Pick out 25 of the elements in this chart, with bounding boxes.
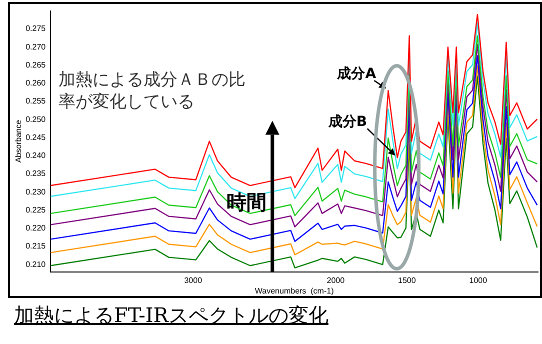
x-tick-label: 1000 (469, 276, 488, 285)
y-tick-label: 0.220 (26, 224, 46, 233)
annotation: 加熱による成分ＡＢの比率が変化している (58, 68, 247, 113)
y-tick-label: 0.240 (26, 151, 46, 160)
annotation: 成分B (328, 112, 367, 131)
y-tick-label: 0.265 (26, 60, 46, 70)
y-tick-label: 0.245 (26, 132, 46, 142)
y-tick-label: 0.215 (26, 242, 46, 251)
y-axis-title: Absorbance (14, 119, 24, 163)
annotation: 成分A (337, 64, 376, 83)
y-tick-label: 0.235 (26, 169, 46, 178)
y-tick-label: 0.275 (26, 24, 46, 34)
y-tick-label: 0.210 (26, 260, 46, 269)
annotation: 時間 (226, 188, 266, 216)
x-tick-label: 1500 (398, 276, 416, 285)
y-tick-label: 0.255 (26, 96, 46, 106)
x-tick-label: 3000 (184, 276, 203, 285)
x-tick-label: 2000 (326, 276, 346, 285)
x-axis-title: Wavenumbers (cm-1) (254, 286, 334, 296)
y-tick-label: 0.230 (26, 187, 46, 196)
y-tick-label: 0.270 (26, 42, 46, 52)
y-tick-label: 0.260 (26, 78, 46, 88)
y-tick-label: 0.225 (26, 205, 46, 214)
text: 加熱によるFT-IRスペクトルの変化 (14, 302, 328, 329)
y-tick-label: 0.250 (26, 114, 46, 124)
